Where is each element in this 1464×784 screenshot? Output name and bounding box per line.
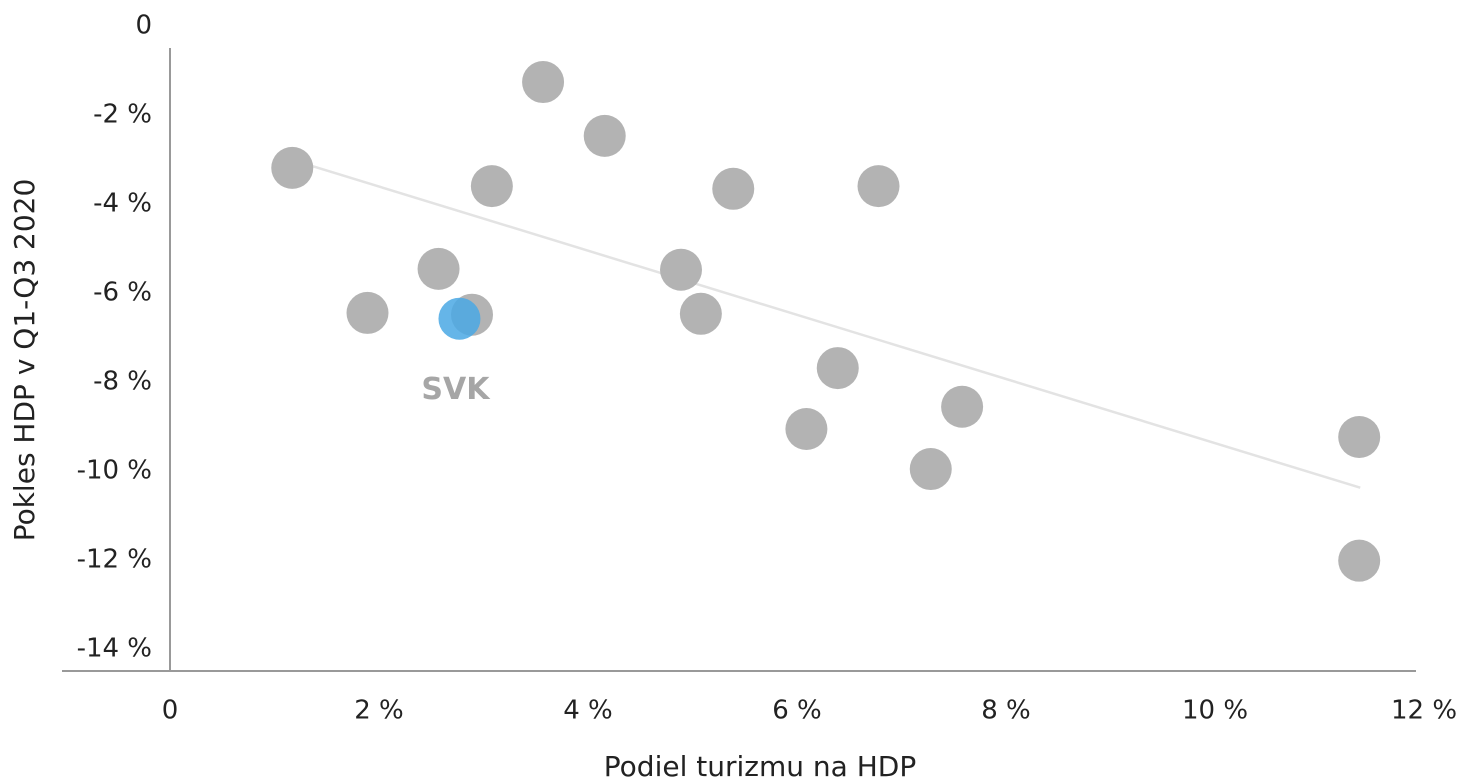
- y-axis-title: Pokles HDP v Q1-Q3 2020: [8, 179, 41, 542]
- scatter-point: [346, 291, 389, 334]
- scatter-point: [438, 297, 481, 340]
- x-tick-label: 10 %: [1182, 696, 1248, 726]
- y-tick-label: -10 %: [77, 455, 152, 485]
- scatter-point: [909, 448, 952, 491]
- y-tick-label: -12 %: [77, 544, 152, 574]
- scatter-point: [417, 247, 460, 290]
- scatter-point: [583, 114, 626, 157]
- scatter-point: [857, 165, 900, 208]
- scatter-point: [785, 408, 828, 451]
- scatter-point: [679, 292, 722, 335]
- scatter-point: [941, 385, 984, 428]
- x-tick-label: 6 %: [772, 696, 822, 726]
- x-tick-label: 8 %: [981, 696, 1031, 726]
- scatter-point: [1338, 416, 1381, 459]
- x-tick-label: 12 %: [1391, 696, 1457, 726]
- x-tick-label: 4 %: [563, 696, 613, 726]
- scatter-point: [660, 248, 703, 291]
- y-tick-label: 0: [135, 11, 152, 41]
- point-label: SVK: [421, 372, 491, 407]
- y-tick-label: -4 %: [93, 188, 152, 218]
- y-tick-label: -2 %: [93, 99, 152, 129]
- y-tick-label: -14 %: [77, 633, 152, 663]
- scatter-point: [1338, 539, 1381, 582]
- x-tick-label: 0: [162, 696, 179, 726]
- scatter-point: [712, 167, 755, 210]
- trendline: [291, 158, 1361, 489]
- y-tick-label: -6 %: [93, 277, 152, 307]
- scatter-point: [522, 61, 565, 104]
- x-axis-title: Podiel turizmu na HDP: [604, 750, 916, 783]
- scatter-point: [816, 347, 859, 390]
- x-tick-label: 2 %: [354, 696, 404, 726]
- scatter-point: [470, 165, 513, 208]
- y-tick-label: -8 %: [93, 366, 152, 396]
- scatter-point: [271, 146, 314, 189]
